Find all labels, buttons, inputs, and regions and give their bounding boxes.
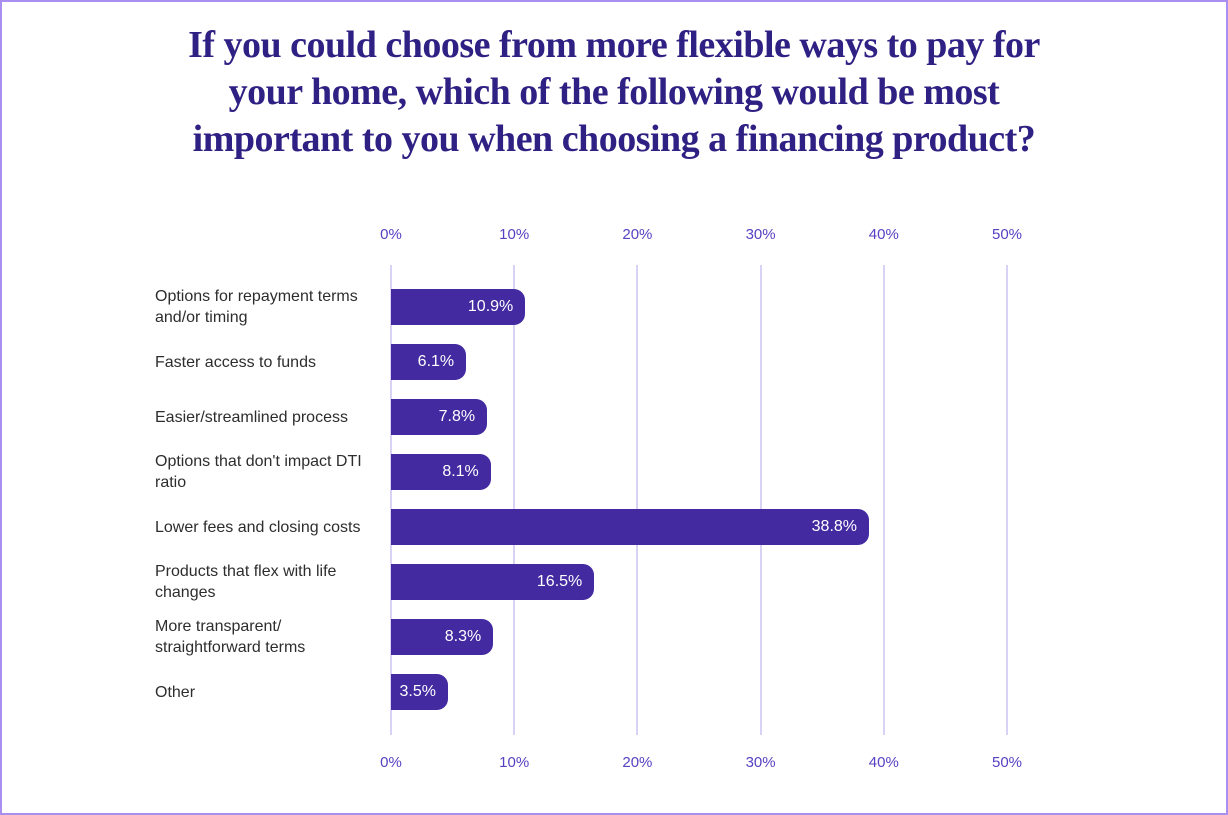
category-label: Easier/streamlined process xyxy=(155,408,348,426)
chart-title-line-3: important to you when choosing a financi… xyxy=(192,118,1036,160)
category-label: More transparent/ straightforward terms xyxy=(155,618,306,656)
category-label: Lower fees and closing costs xyxy=(155,518,361,536)
chart-title: If you could choose from more flexible w… xyxy=(2,22,1226,163)
bar-row: More transparent/ straightforward terms … xyxy=(155,618,1007,656)
bar: 38.8% xyxy=(391,509,870,545)
x-axis-top-tick-30: 30% xyxy=(745,226,776,243)
bar: 7.8% xyxy=(391,399,488,435)
bar: 8.1% xyxy=(391,454,491,490)
bar: 10.9% xyxy=(391,289,526,325)
x-axis-bottom-tick-30: 30% xyxy=(745,754,776,771)
x-axis-top-tick-40: 40% xyxy=(868,226,899,243)
chart-title-line-2: your home, which of the following would … xyxy=(228,71,1000,113)
x-axis-top-tick-50: 50% xyxy=(991,226,1023,243)
category-label: Options that don't impact DTI ratio xyxy=(155,453,362,491)
bar-value-label: 6.1% xyxy=(417,353,455,370)
bar-row: Options that don't impact DTI ratio 8.1% xyxy=(155,453,1007,491)
category-label: Options for repayment terms and/or timin… xyxy=(155,288,358,326)
bar-row: Lower fees and closing costs 38.8% xyxy=(155,509,1007,545)
gridline-10 xyxy=(513,265,516,735)
gridline-20 xyxy=(636,265,639,735)
bar: 8.3% xyxy=(391,619,494,655)
x-axis-bottom-tick-20: 20% xyxy=(622,754,653,771)
bar-value-label: 16.5% xyxy=(536,573,583,590)
gridline-0 xyxy=(390,265,392,735)
bar-value-label: 38.8% xyxy=(811,518,858,535)
gridline-30 xyxy=(759,265,762,735)
bar: 6.1% xyxy=(391,344,467,380)
bar-value-label: 8.3% xyxy=(444,628,482,645)
x-axis-top-tick-10: 10% xyxy=(499,226,530,243)
bar-row: Easier/streamlined process 7.8% xyxy=(155,399,1007,435)
bar: 3.5% xyxy=(391,674,448,710)
gridline-40 xyxy=(882,265,885,735)
x-axis-bottom-tick-10: 10% xyxy=(499,754,530,771)
category-label: Faster access to funds xyxy=(155,353,316,371)
bar-value-label: 8.1% xyxy=(442,463,479,480)
x-axis-bottom-tick-50: 50% xyxy=(991,754,1023,771)
bar-value-label: 3.5% xyxy=(399,683,436,700)
bar-row: Products that flex with life changes 16.… xyxy=(155,563,1007,601)
bar-value-label: 7.8% xyxy=(438,408,476,425)
bar-row: Other 3.5% xyxy=(155,674,1007,710)
bar-row: Options for repayment terms and/or timin… xyxy=(155,288,1007,326)
gridline-50 xyxy=(1006,265,1008,735)
bar: 16.5% xyxy=(391,564,595,600)
bar-row: Faster access to funds 6.1% xyxy=(155,344,1007,380)
x-axis-bottom-tick-0: 0% xyxy=(380,754,402,771)
chart-title-line-1: If you could choose from more flexible w… xyxy=(188,24,1040,66)
x-axis-top-tick-20: 20% xyxy=(622,226,653,243)
category-label: Other xyxy=(155,683,196,701)
category-label: Products that flex with life changes xyxy=(155,563,337,601)
bar-chart: 0% 10% 20% 30% 40% 50% Options for repay… xyxy=(155,226,1022,771)
bar-value-label: 10.9% xyxy=(467,298,514,315)
x-axis-bottom-tick-40: 40% xyxy=(868,754,899,771)
x-axis-top-tick-0: 0% xyxy=(380,226,402,243)
